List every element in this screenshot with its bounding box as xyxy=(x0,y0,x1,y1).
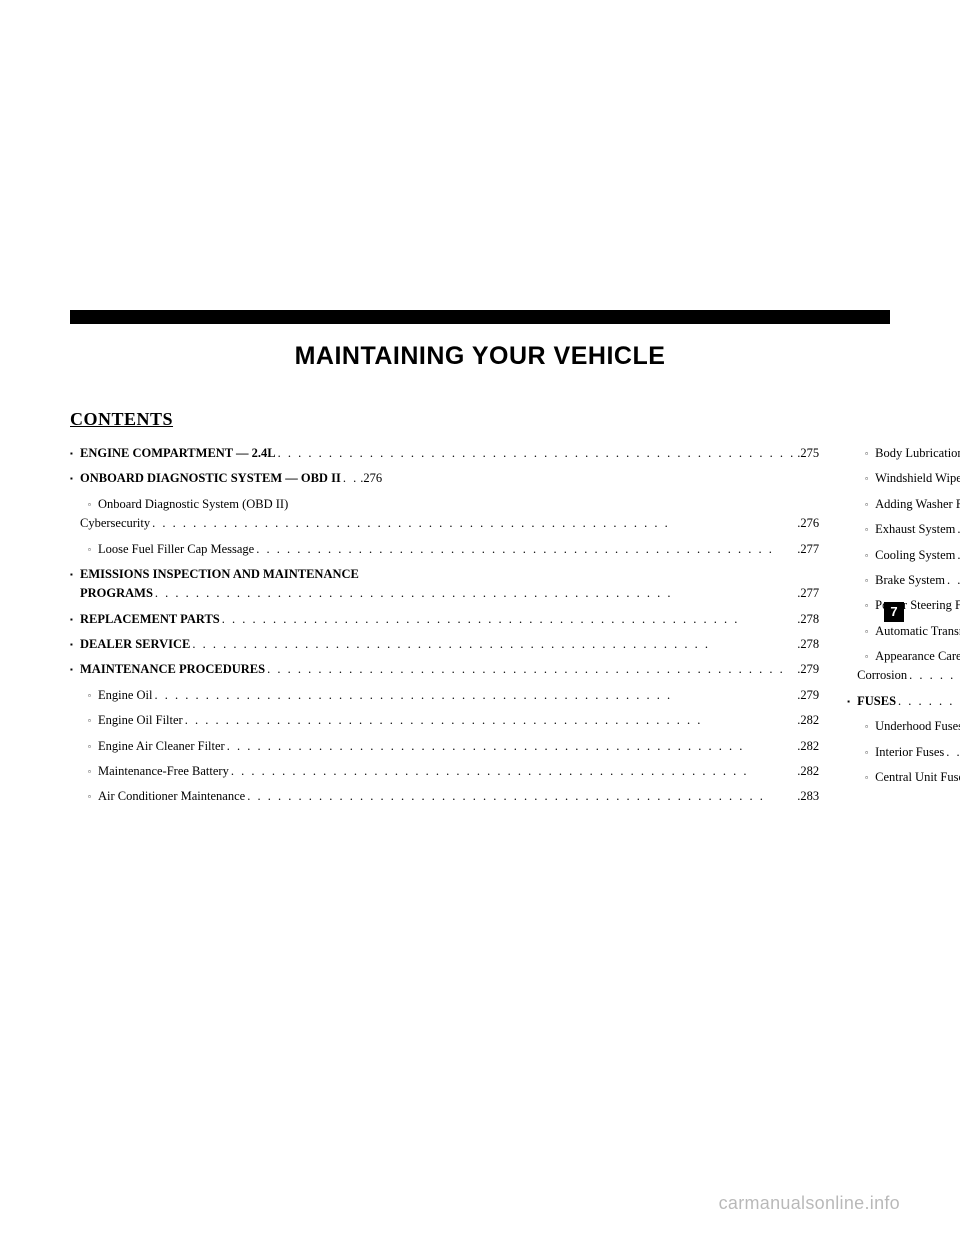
section-tab: 7 xyxy=(884,602,904,622)
toc-entry-sub: ▫Automatic Transmission.294 xyxy=(847,622,960,641)
toc-entry-main: ▪EMISSIONS INSPECTION AND MAINTENANCEPRO… xyxy=(70,565,819,604)
toc-entry-sub: ▫Maintenance-Free Battery.282 xyxy=(70,762,819,781)
toc-entry-sub: ▫Cooling System.288 xyxy=(847,546,960,565)
toc-entry-main: ▪REPLACEMENT PARTS.278 xyxy=(70,610,819,629)
toc-entry-sub: ▫Engine Oil Filter.282 xyxy=(70,711,819,730)
toc-entry-sub: ▫Central Unit Fuse Panel.306 xyxy=(847,768,960,787)
contents-heading: CONTENTS xyxy=(70,409,890,430)
toc-entry-sub: ▫Interior Fuses.303 xyxy=(847,743,960,762)
toc-entry-main: ▪MAINTENANCE PROCEDURES.279 xyxy=(70,660,819,679)
toc-entry-sub: ▫Loose Fuel Filler Cap Message.277 xyxy=(70,540,819,559)
toc-entry-main: ▪ONBOARD DIAGNOSTIC SYSTEM — OBD II . . … xyxy=(70,469,819,488)
toc-right-column: ▫Body Lubrication.285 ▫Windshield Wiper B… xyxy=(847,444,960,813)
toc-entry-sub: ▫Engine Air Cleaner Filter.282 xyxy=(70,737,819,756)
toc-entry-sub: ▫Windshield Wiper Blades.285 xyxy=(847,469,960,488)
chapter-title: MAINTAINING YOUR VEHICLE xyxy=(70,342,890,371)
toc-entry-sub: ▫Brake System.293 xyxy=(847,571,960,590)
toc-columns: ▪ENGINE COMPARTMENT — 2.4L.275 ▪ONBOARD D… xyxy=(70,444,890,813)
page-container: MAINTAINING YOUR VEHICLE CONTENTS ▪ENGIN… xyxy=(0,0,960,873)
toc-entry-main: ▪ENGINE COMPARTMENT — 2.4L.275 xyxy=(70,444,819,463)
divider-bar xyxy=(70,310,890,324)
toc-left-column: ▪ENGINE COMPARTMENT — 2.4L.275 ▪ONBOARD D… xyxy=(70,444,819,813)
toc-entry-sub: ▫Adding Washer Fluid.286 xyxy=(847,495,960,514)
toc-entry-main: ▪DEALER SERVICE.278 xyxy=(70,635,819,654)
watermark: carmanualsonline.info xyxy=(719,1193,900,1214)
toc-entry-sub: ▫Exhaust System.286 xyxy=(847,520,960,539)
toc-entry-sub: ▫Underhood Fuses.301 xyxy=(847,717,960,736)
toc-entry-sub: ▫Engine Oil.279 xyxy=(70,686,819,705)
toc-entry-sub: ▫Air Conditioner Maintenance.283 xyxy=(70,787,819,806)
toc-entry-main: ▪FUSES.300 xyxy=(847,692,960,711)
toc-entry-sub: ▫Appearance Care And Protection FromCorr… xyxy=(847,647,960,686)
toc-entry-sub: ▫Body Lubrication.285 xyxy=(847,444,960,463)
toc-entry-sub: ▫Onboard Diagnostic System (OBD II)Cyber… xyxy=(70,495,819,534)
